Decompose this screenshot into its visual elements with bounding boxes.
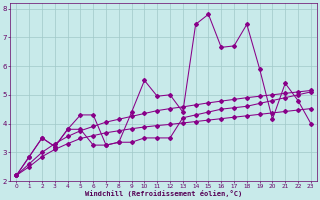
X-axis label: Windchill (Refroidissement éolien,°C): Windchill (Refroidissement éolien,°C) [85, 190, 242, 197]
